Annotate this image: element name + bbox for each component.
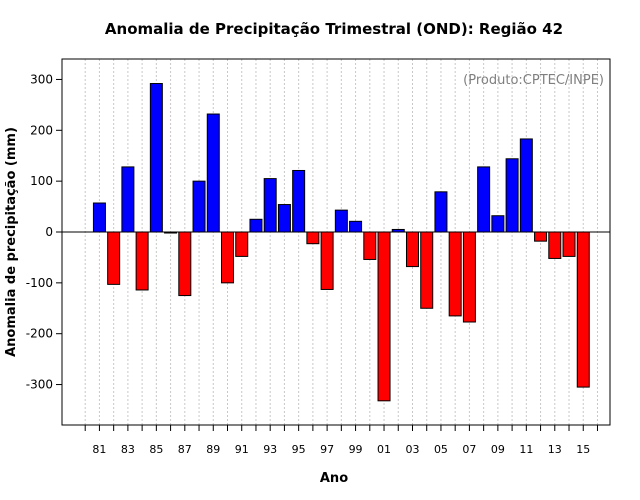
bar-96 [306,231,320,245]
bar-09 [491,215,505,233]
x-tick-label: 95 [292,443,306,456]
x-tick-label: 97 [320,443,334,456]
x-tick-label: 03 [405,443,419,456]
x-tick-label: 15 [576,443,590,456]
bar-92 [249,218,263,233]
y-tick-label: -200 [26,327,53,341]
x-tick-label: 01 [377,443,391,456]
plot-frame [61,58,611,426]
y-tick-label: 100 [30,174,53,188]
y-tick-label: -100 [26,276,53,290]
bar-06 [448,231,462,317]
bar-13 [548,231,562,259]
x-tick-label: 07 [462,443,476,456]
x-tick-label: 87 [178,443,192,456]
bar-00 [363,231,377,260]
x-tick-label: 89 [206,443,220,456]
y-tick-label: 300 [30,72,53,86]
bar-87 [178,231,192,297]
bar-10 [505,158,519,233]
bar-90 [221,231,234,284]
bar-94 [277,204,291,233]
x-axis-title: Ano [320,471,348,486]
bar-84 [135,231,149,291]
x-tick-label: 93 [263,443,277,456]
bar-04 [420,231,434,309]
bar-15 [576,231,590,388]
bar-03 [405,231,419,268]
y-axis-title: Anomalia de precipitação (mm) [4,127,19,357]
y-tick-label: -300 [26,378,53,392]
bar-85 [149,83,163,233]
bar-14 [562,231,576,257]
bar-07 [462,231,476,323]
bar-89 [206,113,220,233]
x-tick-label: 99 [349,443,363,456]
bar-91 [235,231,249,257]
bar-08 [477,166,491,233]
bar-82 [107,231,121,285]
bar-05 [434,191,448,233]
bar-95 [292,169,306,233]
bar-81 [92,202,106,233]
x-tick-label: 83 [121,443,135,456]
x-tick-label: 09 [491,443,505,456]
chart-title: Anomalia de Precipitação Trimestral (OND… [105,20,563,38]
y-axis: -300 -200 -100 0 100 200 300 [26,72,62,392]
bar-99 [349,220,363,233]
x-tick-label: 13 [548,443,562,456]
x-axis: 81 83 85 87 89 91 93 95 97 99 01 03 05 07 09 11 13 15 [84,425,598,456]
x-tick-label: 85 [149,443,163,456]
bar-01 [377,231,391,402]
x-tick-label: 91 [235,443,249,456]
x-tick-label: 11 [519,443,533,456]
x-tick-label: 05 [434,443,448,456]
bars [92,83,590,402]
bar-98 [334,209,348,233]
bar-93 [263,178,277,233]
bar-97 [320,231,334,290]
x-tick-label: 81 [92,443,106,456]
source-annotation: (Produto:CPTEC/INPE) [463,73,604,88]
bar-12 [534,231,548,242]
bar-11 [519,138,533,233]
grid-lines [84,59,598,425]
y-tick-label: 0 [45,225,53,239]
bar-88 [192,180,206,233]
y-tick-label: 200 [30,123,53,137]
bar-83 [121,166,135,233]
